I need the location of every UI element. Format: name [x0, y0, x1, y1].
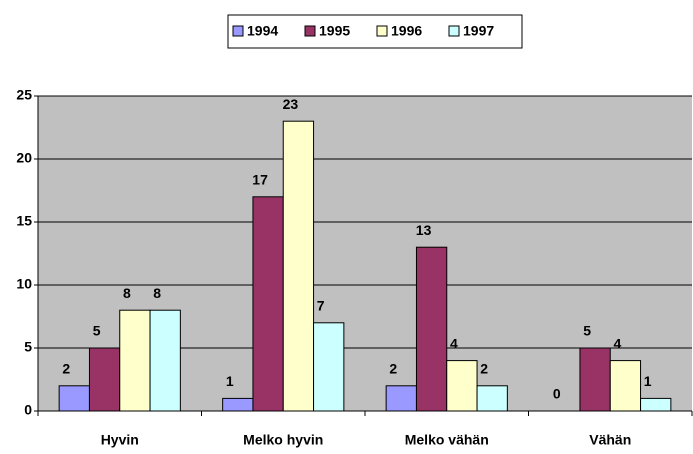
data-label: 17: [252, 172, 268, 188]
x-tick-label: Melko vähän: [405, 432, 489, 448]
data-label: 5: [93, 323, 101, 339]
bar: [149, 309, 181, 412]
bar: [446, 360, 478, 412]
bar: [119, 309, 151, 412]
y-tick-label: 15: [16, 213, 32, 229]
data-label: 7: [317, 298, 325, 314]
data-label: 2: [389, 361, 397, 377]
bar: [88, 347, 121, 412]
data-label: 1: [644, 373, 652, 389]
legend-label: 1997: [463, 23, 494, 39]
data-label: 0: [553, 386, 561, 402]
legend-box: [227, 14, 523, 49]
data-label: 23: [283, 96, 299, 112]
bar: [609, 360, 642, 412]
data-label: 8: [153, 285, 161, 301]
bar: [222, 397, 254, 412]
bar: [476, 385, 508, 412]
bar: [385, 385, 417, 412]
data-label: 13: [416, 222, 432, 238]
data-label: 4: [450, 335, 458, 351]
x-tick-label: Vähän: [589, 432, 631, 448]
data-label: 2: [62, 361, 70, 377]
bar: [282, 120, 315, 412]
bar: [415, 246, 448, 412]
legend-label: 1996: [391, 23, 422, 39]
bar: [640, 397, 672, 412]
bar: [58, 385, 90, 412]
y-tick-label: 20: [16, 150, 32, 166]
bar: [579, 347, 611, 412]
legend-swatch: [304, 25, 316, 37]
legend-swatch: [376, 25, 388, 37]
x-tick-label: Melko hyvin: [243, 432, 323, 448]
data-label: 2: [480, 361, 488, 377]
y-tick-label: 10: [16, 276, 32, 292]
data-label: 5: [583, 323, 591, 339]
legend-label: 1995: [319, 23, 350, 39]
y-tick-label: 25: [16, 87, 32, 103]
data-label: 1: [226, 373, 234, 389]
bar: [313, 322, 345, 412]
y-tick-label: 5: [24, 339, 32, 355]
x-tick-label: Hyvin: [101, 432, 139, 448]
legend-label: 1994: [247, 23, 278, 39]
bar: [252, 196, 284, 412]
y-tick-label: 0: [24, 402, 32, 418]
data-label: 8: [123, 285, 131, 301]
data-label: 4: [614, 335, 622, 351]
legend-swatch: [448, 25, 460, 37]
legend-swatch: [232, 25, 244, 37]
